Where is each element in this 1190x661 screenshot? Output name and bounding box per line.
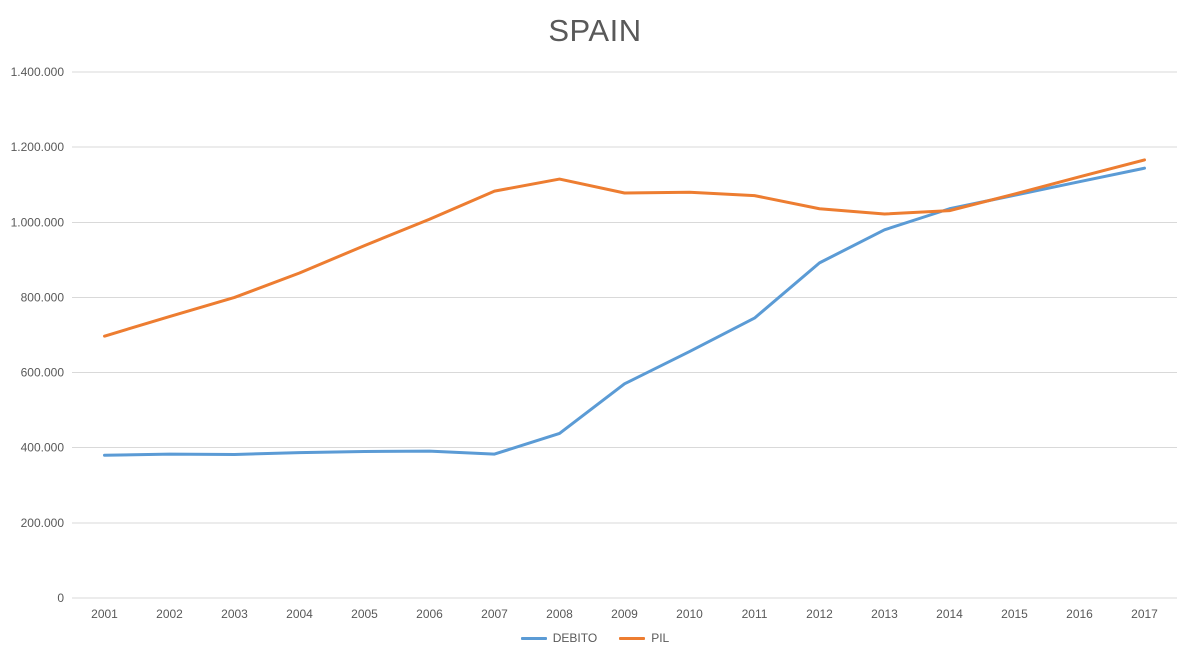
y-axis-tick-label: 1.000.000 [11,215,65,229]
legend-item-pil: PIL [619,631,669,645]
x-axis-tick-label: 2004 [286,607,313,621]
series-line-debito [103,166,1146,457]
x-axis-tick-label: 2012 [806,607,833,621]
x-axis-tick-label: 2006 [416,607,443,621]
x-axis-tick-label: 2001 [91,607,118,621]
x-axis-tick-label: 2008 [546,607,573,621]
y-axis-tick-label: 0 [57,591,64,605]
x-axis-tick-label: 2013 [871,607,898,621]
legend-line-swatch-pil [619,636,646,640]
x-axis-tick-label: 2017 [1131,607,1158,621]
legend-item-debito: DEBITO [520,631,598,645]
y-axis-tick-label: 1.200.000 [11,140,65,154]
x-axis-tick-label: 2015 [1001,607,1028,621]
x-axis-tick-label: 2007 [481,607,508,621]
x-axis-tick-label: 2009 [611,607,638,621]
x-axis-tick-label: 2010 [676,607,703,621]
x-axis-tick-label: 2011 [742,607,768,621]
chart-legend: DEBITO PIL [0,631,1190,645]
x-axis-tick-label: 2016 [1066,607,1093,621]
x-axis-tick-label: 2014 [936,607,963,621]
y-axis-tick-label: 200.000 [21,516,65,530]
x-axis-tick-label: 2002 [156,607,183,621]
y-axis-tick-label: 400.000 [21,441,65,455]
x-axis-tick-label: 2005 [351,607,378,621]
series-line-pil [103,158,1146,338]
y-axis-tick-label: 1.400.000 [11,65,65,79]
legend-line-swatch-debito [520,636,547,640]
legend-label-pil: PIL [651,631,670,645]
y-axis-tick-label: 800.000 [21,290,65,304]
x-axis-tick-label: 2003 [221,607,248,621]
y-axis-tick-label: 600.000 [21,366,65,380]
chart-title: SPAIN [548,13,642,48]
legend-label-debito: DEBITO [552,631,598,645]
